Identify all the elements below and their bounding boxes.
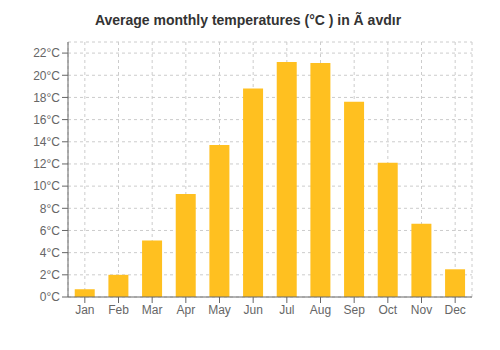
svg-text:4°C: 4°C [40,246,60,260]
svg-text:8°C: 8°C [40,202,60,216]
svg-text:Dec: Dec [444,303,465,317]
svg-text:0°C: 0°C [40,290,60,304]
svg-text:12°C: 12°C [33,157,60,171]
svg-text:16°C: 16°C [33,113,60,127]
svg-text:2°C: 2°C [40,268,60,282]
svg-text:14°C: 14°C [33,135,60,149]
svg-text:Apr: Apr [176,303,195,317]
svg-text:Nov: Nov [411,303,432,317]
svg-text:22°C: 22°C [33,46,60,60]
svg-text:Mar: Mar [142,303,163,317]
svg-text:Feb: Feb [108,303,129,317]
svg-text:10°C: 10°C [33,179,60,193]
svg-text:May: May [208,303,231,317]
html-text:Average monthly temperatures (: Average monthly temperatures (°C ) in Ã … [94,12,402,28]
svg-text:Jul: Jul [279,303,294,317]
svg-text:6°C: 6°C [40,224,60,238]
svg-text:Sep: Sep [343,303,365,317]
svg-text:18°C: 18°C [33,91,60,105]
svg-text:Jan: Jan [75,303,94,317]
svg-text:Oct: Oct [378,303,397,317]
svg-text:Aug: Aug [310,303,331,317]
svg-text:20°C: 20°C [33,69,60,83]
svg-text:Jun: Jun [243,303,262,317]
